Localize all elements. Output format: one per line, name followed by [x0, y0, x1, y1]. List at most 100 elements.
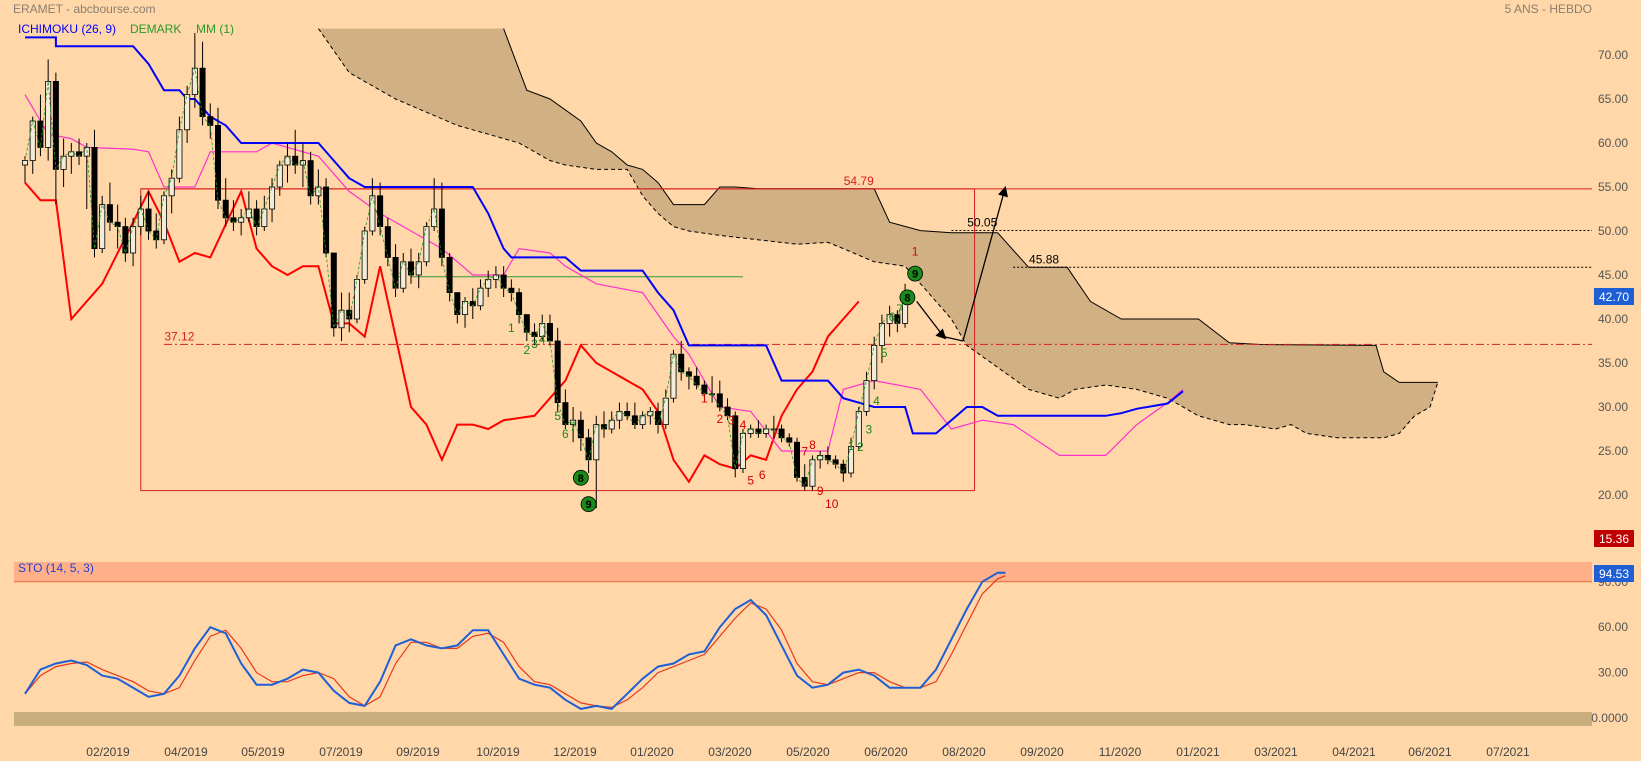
candle-body: [577, 419, 584, 439]
ichimoku-cloud: [317, 28, 1439, 439]
demark-label: 2: [716, 412, 723, 426]
candle: [739, 429, 746, 473]
sto-oversold-zone: [14, 711, 1592, 726]
demark-label: 3: [728, 414, 735, 428]
candle-body: [269, 186, 276, 210]
x-axis: 02/2019 04/2019 05/2019 07/2019 09/2019 10/20…: [86, 745, 1530, 759]
x-tick-label: 02/2019: [86, 745, 130, 759]
demark-label: 3: [531, 337, 538, 351]
candle-body: [99, 204, 106, 250]
demark-count-red: 6: [759, 468, 766, 482]
candle-body: [878, 322, 885, 346]
x-tick-label: 04/2019: [164, 745, 208, 759]
candle-body: [330, 252, 337, 329]
candle-body: [840, 463, 847, 474]
demark-count-green: 2: [857, 440, 864, 454]
y-tick-label: 50.00: [1598, 224, 1628, 238]
candle: [106, 182, 113, 231]
candle: [284, 143, 291, 183]
demark-count-red: 9: [817, 484, 824, 498]
x-tick-label: 01/2021: [1176, 745, 1220, 759]
demark-count-red: 8: [809, 438, 816, 452]
candle: [153, 213, 160, 249]
sto-k-line: [24, 571, 1006, 710]
y-tick-label: 45.00: [1598, 268, 1628, 282]
candle-body: [732, 415, 739, 469]
demark-label: 6: [562, 427, 569, 441]
candle-body: [624, 410, 631, 417]
x-tick-label: 07/2021: [1486, 745, 1530, 759]
candle-body: [222, 199, 229, 219]
x-tick-label: 12/2019: [553, 745, 597, 759]
candle: [346, 292, 353, 333]
candle: [91, 129, 98, 258]
last-price-badge: [1594, 288, 1634, 305]
candle-body: [323, 186, 330, 254]
demark-label: 1: [508, 321, 515, 335]
candle: [786, 433, 793, 447]
demark-count-red: 2: [716, 412, 723, 426]
demark-label: 4: [873, 394, 880, 408]
demark-count-green: 6: [889, 310, 896, 324]
candle: [323, 178, 330, 258]
price-y-axis: 70.00 65.00 60.00 55.00 50.00 45.00 40.00 35.00…: [1598, 48, 1628, 502]
y-tick-label: 20.00: [1598, 488, 1628, 502]
x-tick-label: 09/2019: [396, 745, 440, 759]
candle-body: [508, 287, 515, 294]
candle-body: [315, 186, 322, 197]
demark-label: 7: [570, 420, 577, 434]
candle: [45, 59, 52, 161]
x-tick-label: 11/2020: [1099, 745, 1142, 759]
legend-ichimoku: ICHIMOKU (26, 9): [18, 22, 116, 36]
candle: [330, 252, 337, 337]
candle: [214, 107, 221, 209]
candle-body: [794, 441, 801, 478]
x-tick-label: 08/2020: [942, 745, 986, 759]
demark-count-green: 7: [896, 302, 903, 316]
candle: [269, 178, 276, 223]
period-label: 5 ANS - HEBDO: [1505, 2, 1592, 16]
candle-body: [608, 419, 615, 430]
x-tick-label: 01/2020: [630, 745, 674, 759]
candle-body: [485, 278, 492, 289]
demark-count-red: 4: [740, 418, 747, 432]
candle-body: [261, 208, 268, 228]
candle-body: [894, 314, 901, 324]
candle: [446, 253, 453, 302]
candle-body: [130, 226, 137, 254]
sto-overbought-zone: [14, 562, 1592, 582]
candle-body: [809, 459, 816, 487]
y-tick-label: 70.00: [1598, 48, 1628, 62]
candle-body: [407, 261, 414, 276]
arrow-down-head: [935, 328, 947, 340]
demark-circle: [907, 265, 924, 282]
candle: [469, 288, 476, 319]
candle: [763, 424, 770, 438]
y-tick-label: 25.00: [1598, 444, 1628, 458]
candle-body: [446, 256, 453, 293]
candles: [21, 33, 909, 509]
candle: [685, 367, 692, 390]
candle-body: [346, 309, 353, 320]
demark-count-green: 1: [848, 439, 855, 453]
demark-count-red: 3: [728, 414, 735, 428]
candle-body: [238, 217, 245, 223]
demark-circle: [899, 289, 916, 306]
y-tick-label: 40.00: [1598, 312, 1628, 326]
candle: [562, 389, 569, 429]
candle: [809, 455, 816, 491]
candle-body: [562, 402, 569, 426]
y-tick-label: 55.00: [1598, 180, 1628, 194]
candle: [670, 349, 677, 403]
demark-label: 8: [904, 292, 910, 304]
source-label: ERAMET - abcbourse.com: [13, 2, 156, 16]
demark-label: 9: [912, 269, 918, 281]
candle: [709, 376, 716, 403]
candle-body: [670, 353, 677, 399]
tenkan-sen: [24, 94, 1184, 456]
candle: [639, 411, 646, 429]
candle-body: [516, 292, 523, 316]
candle-body: [76, 151, 83, 157]
candle: [824, 446, 831, 465]
